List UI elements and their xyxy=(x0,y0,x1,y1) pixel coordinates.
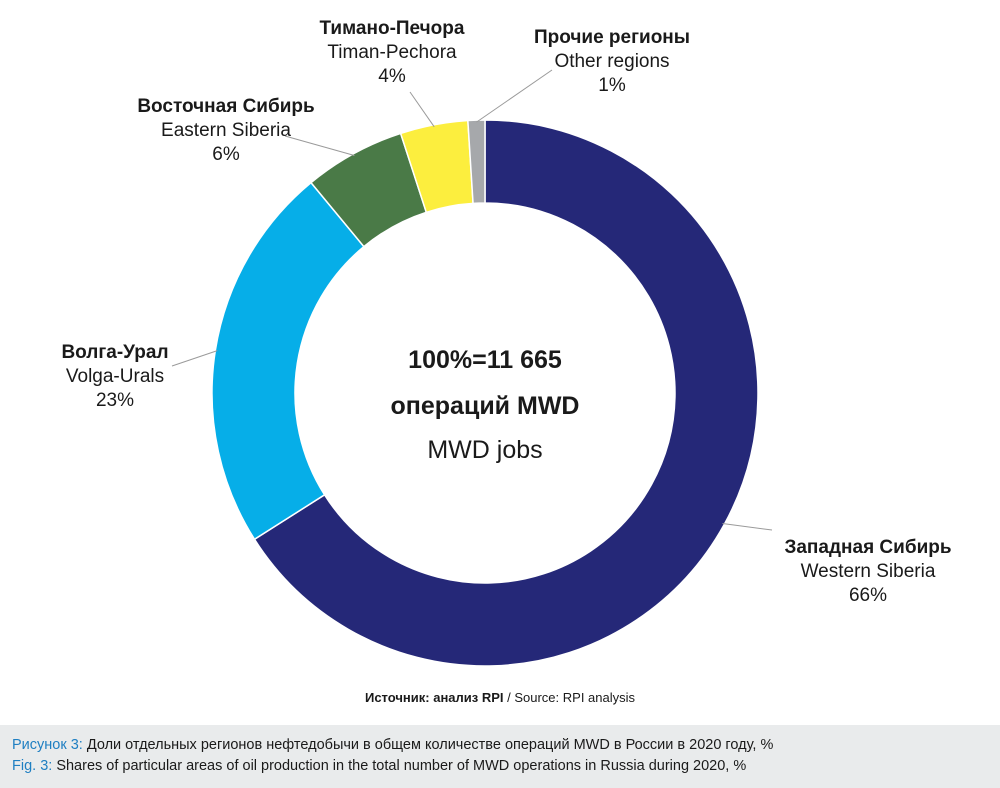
donut-slices xyxy=(211,119,759,667)
caption-ru-prefix: Рисунок 3: xyxy=(12,737,83,753)
caption-ru: Рисунок 3: Доли отдельных регионов нефте… xyxy=(12,735,988,756)
svg-text:6%: 6% xyxy=(212,144,240,165)
svg-text:Прочие регионы: Прочие регионы xyxy=(534,27,690,48)
center-total: 100%=11 665 xyxy=(408,346,562,374)
svg-text:Eastern Siberia: Eastern Siberia xyxy=(161,120,291,141)
label-volga-urals: Волга-Урал Volga-Urals 23% xyxy=(61,342,168,411)
svg-text:Тимано-Печора: Тимано-Печора xyxy=(320,18,465,39)
label-western-siberia: Западная Сибирь Western Siberia 66% xyxy=(784,537,951,606)
label-other-regions: Прочие регионы Other regions 1% xyxy=(534,27,690,96)
center-operations: операций MWD xyxy=(391,392,580,420)
svg-text:Volga-Urals: Volga-Urals xyxy=(66,366,164,387)
svg-text:Timan-Pechora: Timan-Pechora xyxy=(327,42,457,63)
slice-other-regions xyxy=(467,119,486,205)
leader-volga-urals xyxy=(171,350,218,367)
figure-caption: Рисунок 3: Доли отдельных регионов нефте… xyxy=(0,725,1000,788)
caption-ru-text: Доли отдельных регионов нефтедобычи в об… xyxy=(82,737,774,753)
svg-text:23%: 23% xyxy=(96,390,134,411)
leader-western-siberia xyxy=(722,523,773,531)
svg-text:Other regions: Other regions xyxy=(554,51,669,72)
svg-text:1%: 1% xyxy=(598,75,626,96)
source-note: Источник: анализ RPI / Source: RPI analy… xyxy=(0,690,1000,705)
leader-lines xyxy=(171,69,773,531)
leader-other-regions xyxy=(476,69,553,123)
slice-western-siberia xyxy=(253,119,759,667)
svg-text:66%: 66% xyxy=(849,585,887,606)
caption-en-text: Shares of particular areas of oil produc… xyxy=(52,758,747,774)
source-text: / Source: RPI analysis xyxy=(503,690,636,705)
caption-en-prefix: Fig. 3: xyxy=(12,758,53,774)
donut-chart: 100%=11 665 операций MWD MWD jobs Западн… xyxy=(61,18,952,667)
label-timan-pechora: Тимано-Печора Timan-Pechora 4% xyxy=(320,18,465,87)
caption-en: Fig. 3: Shares of particular areas of oi… xyxy=(12,756,988,777)
label-eastern-siberia: Восточная Сибирь Eastern Siberia 6% xyxy=(137,96,314,165)
leader-eastern-siberia xyxy=(284,135,355,157)
center-jobs: MWD jobs xyxy=(427,436,542,464)
svg-text:Волга-Урал: Волга-Урал xyxy=(61,342,168,363)
svg-text:Западная Сибирь: Западная Сибирь xyxy=(784,537,951,558)
source-label: Источник: анализ RPI xyxy=(364,690,504,705)
svg-text:4%: 4% xyxy=(378,66,406,87)
leader-timan-pechora xyxy=(409,91,435,128)
svg-text:Western Siberia: Western Siberia xyxy=(801,561,936,582)
svg-text:Восточная Сибирь: Восточная Сибирь xyxy=(137,96,314,117)
slice-volga-urals xyxy=(211,181,365,541)
